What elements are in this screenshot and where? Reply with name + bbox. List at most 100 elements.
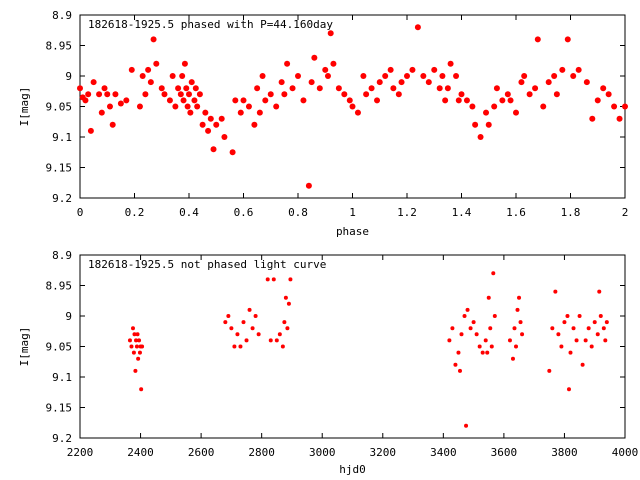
data-point	[491, 271, 496, 276]
data-point	[161, 91, 168, 98]
data-point	[489, 344, 494, 349]
data-point	[134, 344, 139, 349]
data-point	[277, 332, 282, 337]
data-point	[477, 344, 482, 349]
data-point	[368, 85, 375, 92]
data-point	[238, 344, 243, 349]
data-point	[244, 338, 249, 343]
data-point	[109, 121, 116, 128]
data-point	[267, 91, 274, 98]
y-tick-label: 8.95	[46, 40, 73, 53]
data-point	[483, 338, 488, 343]
data-point	[507, 97, 514, 104]
data-point	[145, 66, 152, 73]
data-point	[468, 326, 473, 331]
data-point	[259, 73, 266, 79]
x-tick-label: 0	[77, 206, 84, 219]
data-point	[387, 66, 394, 73]
data-point	[583, 338, 588, 343]
data-point	[483, 109, 490, 116]
data-point	[472, 121, 479, 128]
data-point	[136, 356, 141, 361]
data-point	[196, 91, 203, 98]
data-point	[284, 60, 291, 67]
data-point	[559, 66, 566, 73]
data-point	[192, 85, 199, 92]
data-point	[271, 277, 276, 282]
data-point	[580, 362, 585, 367]
data-point	[480, 350, 485, 355]
data-point	[98, 109, 105, 116]
y-tick-label: 9	[65, 70, 72, 83]
data-point	[172, 103, 179, 110]
data-point	[469, 103, 476, 110]
data-point	[186, 91, 192, 98]
x-tick-label: 4000	[612, 446, 639, 459]
data-point	[199, 121, 206, 128]
x-tick-label: 3600	[491, 446, 518, 459]
x-tick-label: 0.2	[125, 206, 145, 219]
x-tick-label: 3200	[370, 446, 397, 459]
data-point	[142, 91, 149, 98]
data-point	[517, 295, 522, 300]
data-point	[488, 326, 493, 331]
data-point	[477, 134, 484, 140]
data-point	[153, 60, 160, 67]
unphased-light-curve-panel: 2200 2400 2600 2800 3000 3200 3400 3600 3800 4000…	[18, 249, 638, 476]
data-point	[117, 100, 124, 107]
data-point	[622, 103, 628, 110]
data-point	[518, 79, 525, 86]
x-tick-label: 0.4	[179, 206, 199, 219]
data-point	[374, 97, 381, 104]
data-point	[134, 338, 139, 343]
data-point	[308, 79, 315, 86]
data-point	[265, 277, 270, 282]
data-point	[562, 320, 567, 325]
phased-light-curve-panel: 0 0.2 0.4 0.6 0.8 1 1.2 1.4 1.6 1.8 2 8.9 8.95 9 9.05 9…	[18, 9, 628, 238]
data-point	[553, 289, 558, 294]
data-point	[551, 73, 558, 79]
data-point	[202, 109, 209, 116]
data-point	[474, 332, 479, 337]
data-point	[213, 121, 220, 128]
data-point	[221, 134, 228, 140]
x-tick-label: 1.4	[452, 206, 472, 219]
data-point	[247, 307, 252, 312]
data-point	[251, 121, 258, 128]
data-point	[547, 368, 552, 373]
x-tick-label: 3400	[430, 446, 457, 459]
x-tick-label: 1.8	[561, 206, 581, 219]
data-point	[600, 85, 607, 92]
y-tick-label: 8.9	[52, 249, 72, 262]
data-point	[566, 387, 571, 392]
x-tick-label: 1.6	[506, 206, 526, 219]
y-tick-label: 9.2	[52, 192, 72, 205]
y-tick-label: 9.1	[52, 131, 72, 144]
data-point	[245, 103, 252, 110]
data-point	[330, 60, 337, 67]
data-point	[324, 73, 331, 79]
data-point	[597, 289, 602, 294]
y-tick-label: 9.05	[46, 101, 73, 114]
data-point	[601, 326, 606, 331]
data-point	[382, 73, 389, 79]
data-point	[132, 332, 137, 337]
data-point	[254, 85, 261, 92]
data-point	[285, 326, 290, 331]
data-point	[175, 85, 182, 92]
data-point	[280, 344, 285, 349]
data-point	[256, 109, 263, 116]
data-point	[341, 91, 348, 98]
data-point	[235, 332, 240, 337]
data-point	[603, 338, 608, 343]
data-point	[104, 91, 111, 98]
data-point	[556, 332, 561, 337]
data-point	[253, 314, 258, 318]
data-point	[354, 109, 361, 116]
data-point	[574, 338, 579, 343]
data-point	[322, 66, 329, 73]
x-axis-label: hjd0	[339, 463, 366, 476]
x-tick-label: 3000	[309, 446, 336, 459]
data-point	[589, 344, 594, 349]
data-point	[223, 320, 228, 325]
